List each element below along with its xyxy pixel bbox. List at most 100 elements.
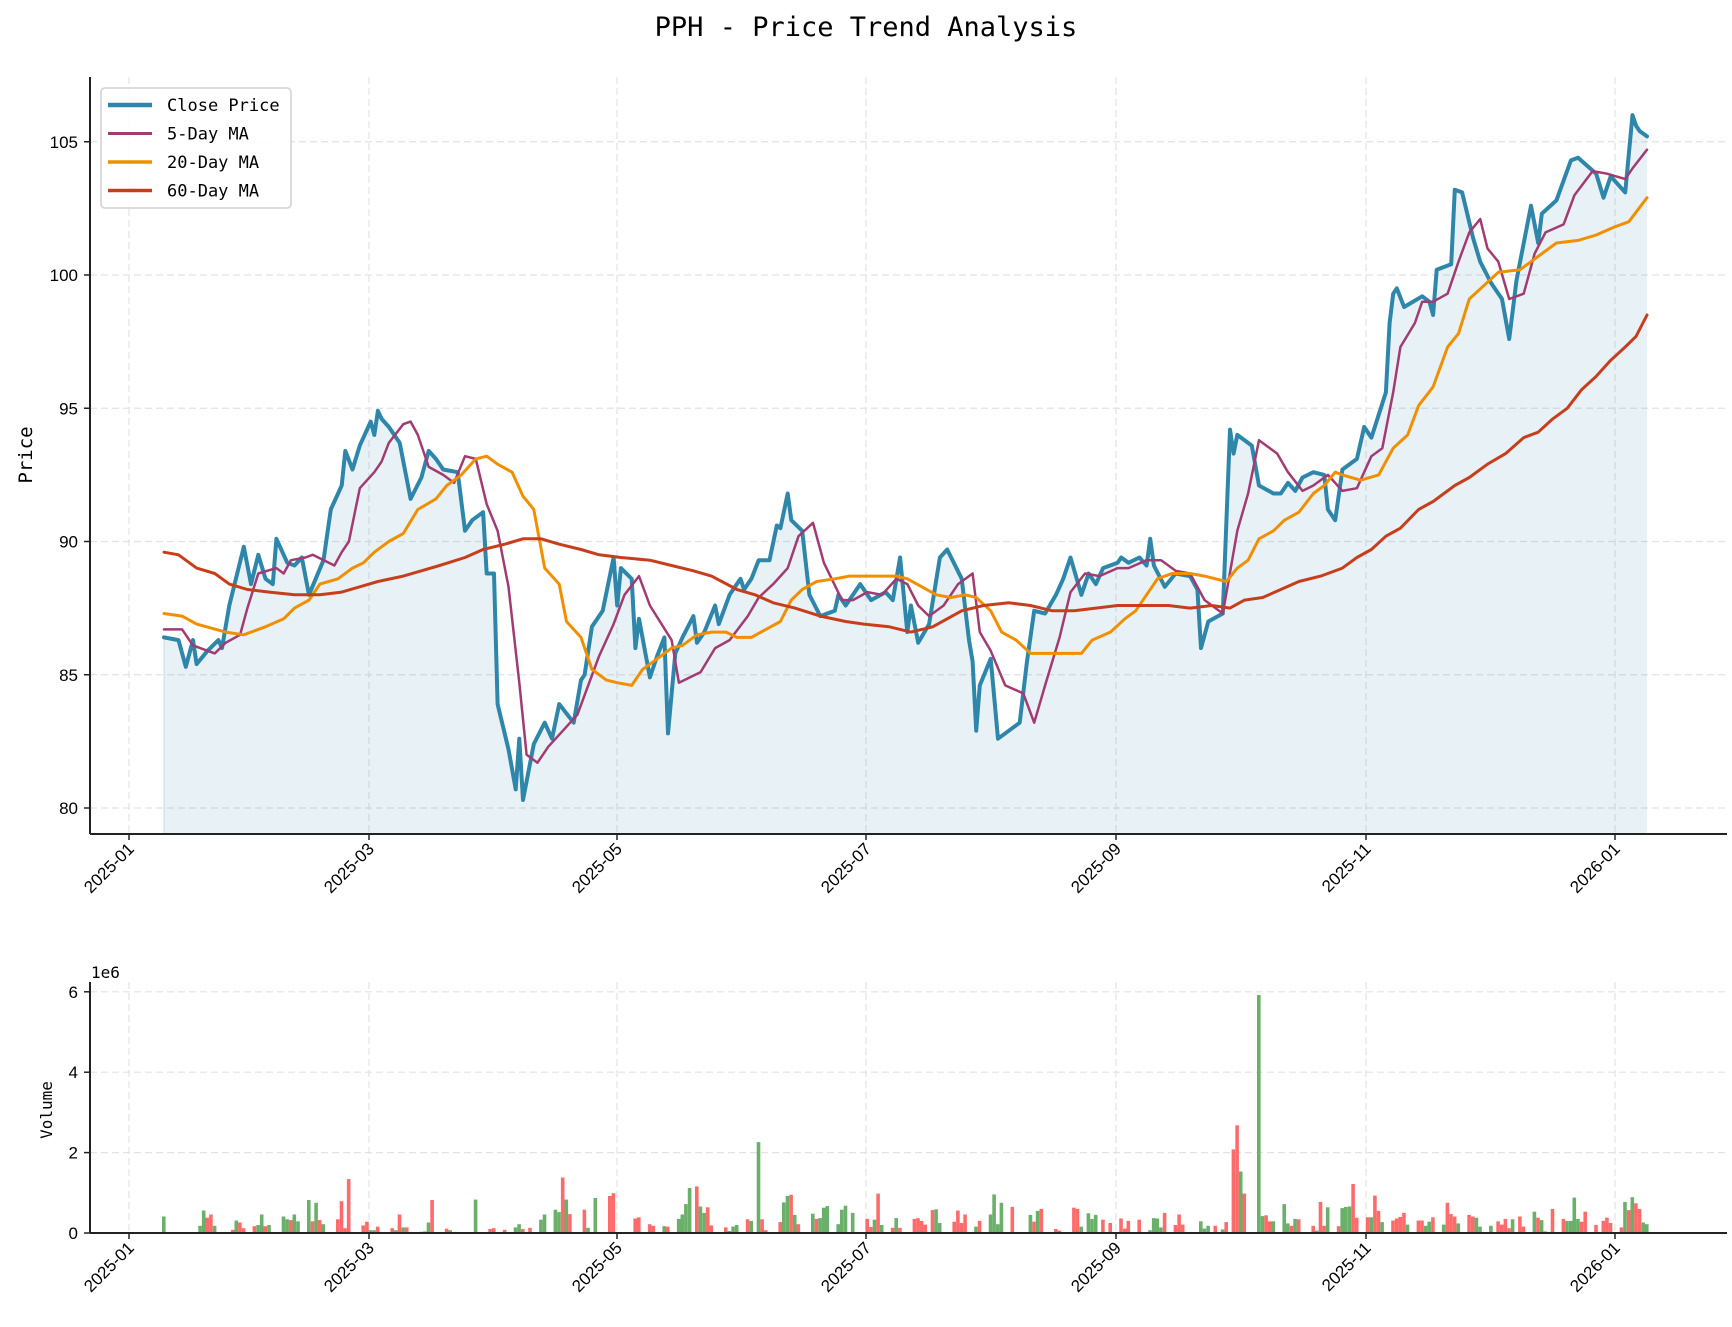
volume-y-tick-label: 4 <box>69 1063 78 1082</box>
volume-x-ticks: 2025-01 2025-03 2025-05 2025-07 2025-09 2025-… <box>80 1233 1624 1296</box>
x-tick-label: 2025-05 <box>568 1238 626 1296</box>
volume-bar <box>1568 1220 1573 1233</box>
x-tick-label: 2025-03 <box>320 1238 378 1296</box>
volume-bar <box>198 1225 202 1233</box>
volume-bar <box>1445 1202 1450 1233</box>
volume-bar <box>792 1214 797 1233</box>
x-tick-label: 2025-03 <box>320 839 378 897</box>
volume-bar <box>1282 1204 1286 1233</box>
volume-bar <box>872 1219 877 1233</box>
legend: Close Price 5-Day MA 20-Day MA 60-Day MA <box>100 87 292 209</box>
volume-bar <box>1351 1184 1355 1233</box>
volume-bar <box>1126 1220 1131 1233</box>
volume-bar <box>390 1228 394 1233</box>
volume-bar <box>1162 1212 1167 1233</box>
volume-bar <box>992 1194 996 1233</box>
volume-bar <box>1231 1149 1236 1233</box>
legend-label: 20-Day MA <box>167 153 259 173</box>
volume-bar <box>444 1228 449 1233</box>
volume-bar <box>517 1224 521 1233</box>
volume-bar <box>789 1194 793 1233</box>
volume-bar <box>879 1225 884 1233</box>
volume-bar <box>285 1219 289 1233</box>
volume-bar <box>836 1224 840 1233</box>
volume-bar <box>1402 1212 1406 1233</box>
chart-title: PPH - Price Trend Analysis <box>655 12 1078 43</box>
volume-bar <box>1500 1224 1504 1233</box>
volume-bar <box>1093 1214 1098 1233</box>
volume-bar <box>1510 1219 1515 1233</box>
volume-bar <box>695 1186 699 1233</box>
volume-bar <box>709 1225 714 1233</box>
volume-offset-text: 1e6 <box>91 963 120 982</box>
volume-bar <box>1242 1193 1247 1233</box>
volume-bar <box>1441 1224 1446 1233</box>
volume-bar <box>252 1226 257 1233</box>
volume-bar <box>869 1227 873 1233</box>
volume-bar <box>241 1228 246 1233</box>
volume-bar <box>778 1222 782 1233</box>
volume-bar <box>1608 1223 1613 1234</box>
volume-bar <box>988 1214 993 1233</box>
volume-bar <box>1155 1218 1160 1233</box>
volume-bar <box>1119 1218 1123 1233</box>
volume-bar <box>999 1202 1004 1233</box>
volume-bar <box>346 1179 351 1233</box>
price-x-ticks: 2025-01 2025-03 2025-05 2025-07 2025-09 2025-… <box>80 834 1624 897</box>
volume-bar <box>426 1222 431 1233</box>
volume-bar <box>702 1212 706 1233</box>
x-tick-label: 2025-07 <box>817 839 875 897</box>
volume-bar <box>375 1226 380 1233</box>
volume-bar <box>492 1228 496 1233</box>
volume-bar <box>560 1177 565 1233</box>
volume-bar <box>1267 1221 1272 1233</box>
volume-bar <box>1202 1228 1207 1233</box>
volume-bar <box>528 1227 532 1233</box>
volume-bar <box>1173 1225 1178 1233</box>
volume-bar <box>1220 1229 1225 1233</box>
volume-bars <box>162 995 1649 1234</box>
price-series-lines <box>162 113 1649 802</box>
volume-bar <box>513 1227 518 1233</box>
volume-bar <box>557 1212 561 1233</box>
volume-bar <box>1637 1208 1642 1233</box>
volume-bar <box>1271 1221 1276 1233</box>
x-tick-label: 2025-11 <box>1318 1238 1375 1295</box>
volume-bar <box>1449 1214 1453 1233</box>
volume-bar <box>1376 1210 1381 1233</box>
volume-bar <box>825 1206 830 1233</box>
volume-bar <box>865 1218 869 1233</box>
volume-y-axis-label: Volume <box>37 1081 56 1139</box>
volume-bar <box>1579 1221 1584 1233</box>
volume-bar <box>473 1199 478 1233</box>
volume-bar <box>818 1218 822 1233</box>
volume-bar <box>952 1221 956 1233</box>
volume-bar <box>1101 1219 1105 1233</box>
volume-panel: 0 2 4 6 2025-01 2025-03 2025-05 2025-07 2025-09… <box>37 963 1727 1296</box>
price-y-tick-label: 100 <box>50 266 78 285</box>
volume-bar <box>593 1198 598 1233</box>
volume-bar <box>1257 995 1261 1233</box>
volume-bar <box>1159 1227 1163 1233</box>
price-y-tick-label: 85 <box>59 666 78 685</box>
volume-bar <box>782 1202 786 1233</box>
volume-bar <box>238 1222 242 1233</box>
volume-bar <box>1075 1208 1080 1233</box>
volume-bar <box>1518 1216 1522 1233</box>
volume-bar <box>1471 1216 1475 1233</box>
volume-bar <box>974 1226 978 1233</box>
volume-bar <box>205 1217 210 1233</box>
volume-bar <box>749 1220 753 1233</box>
volume-bar <box>488 1229 492 1233</box>
volume-bar <box>1601 1220 1606 1233</box>
volume-bar <box>1391 1220 1395 1233</box>
volume-bar <box>307 1200 311 1233</box>
volume-bar <box>1035 1210 1040 1233</box>
volume-bar <box>321 1224 326 1233</box>
x-tick-label: 2025-01 <box>80 1238 138 1296</box>
volume-bar <box>1286 1223 1290 1233</box>
volume-bar <box>1416 1220 1421 1233</box>
volume-bar <box>698 1206 703 1233</box>
legend-item: Close Price <box>108 96 280 116</box>
